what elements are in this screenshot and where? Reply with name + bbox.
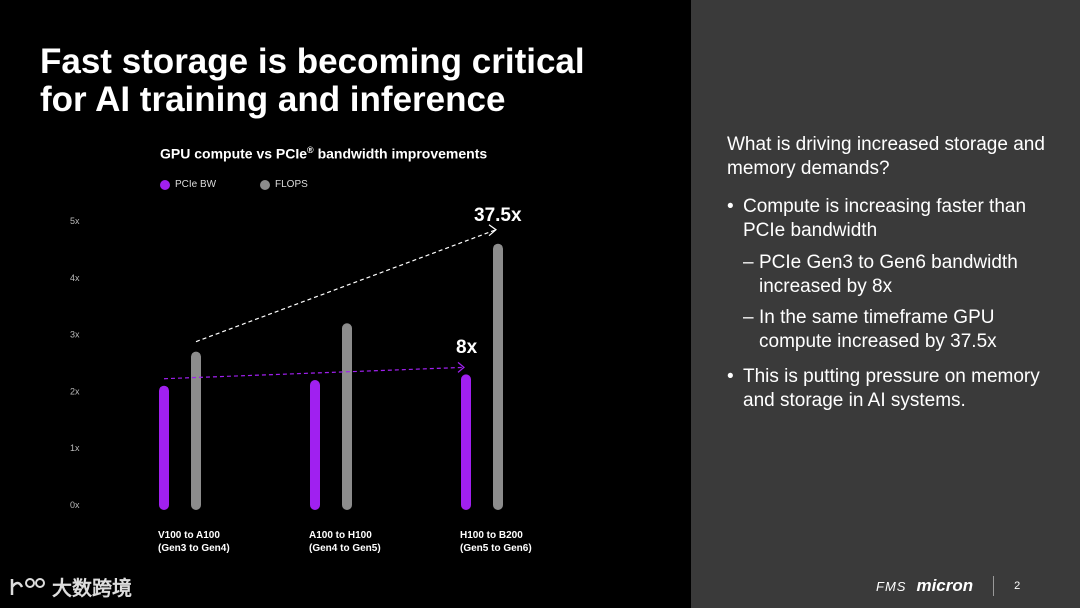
flops-arrow-head xyxy=(488,224,497,237)
x-tick-label-sub: (Gen5 to Gen6) xyxy=(460,543,532,554)
chart-legend: PCIe BW FLOPS xyxy=(160,179,360,190)
bullet-item: • Compute is increasing faster than PCIe… xyxy=(727,195,1057,243)
brand-text: 大数跨境 xyxy=(52,578,132,600)
footer-brand: 大数跨境 xyxy=(8,572,132,601)
y-tick-label: 0x xyxy=(70,500,80,510)
chart-title-sup: ® xyxy=(307,145,314,155)
micron-logo: micron xyxy=(916,576,974,595)
bar-chart: 0x 1x 2x 3x 4x 5x V100 to A100 (Gen3 to Gen4) A1… xyxy=(70,205,532,554)
legend-item-pcie: PCIe BW xyxy=(160,179,260,190)
bullet-text: Compute is increasing faster than PCIe b… xyxy=(743,196,1027,241)
chart-title-main: GPU compute vs PCIe xyxy=(160,145,308,162)
bullet-mark: • xyxy=(727,196,734,217)
bullet-item: • This is putting pressure on memory and… xyxy=(727,365,1057,413)
y-tick-label: 1x xyxy=(70,443,80,453)
footer-divider xyxy=(993,576,995,596)
legend-label-pcie: PCIe BW xyxy=(175,179,217,190)
bar-flops xyxy=(342,323,352,510)
legend-dot-pcie xyxy=(160,179,170,190)
sub-bullet-mark: – xyxy=(743,252,754,273)
x-tick-label: H100 to B200 xyxy=(460,530,523,541)
slide-title-line1: Fast storage is becoming critical xyxy=(40,42,585,81)
sub-bullet-mark: – xyxy=(743,307,754,328)
fms-logo: FMS xyxy=(876,578,907,594)
page-number: 2 xyxy=(1014,580,1021,592)
slide-title: Fast storage is becoming critical for AI… xyxy=(40,43,680,119)
sidebar-question: What is driving increased storage and me… xyxy=(727,134,1045,179)
bullet-text: This is putting pressure on memory and s… xyxy=(743,366,1040,411)
flops-trend-line xyxy=(195,229,497,343)
legend-item-flops: FLOPS xyxy=(260,179,360,190)
sub-bullet-item: – PCIe Gen3 to Gen6 bandwidth increased … xyxy=(743,251,1057,299)
x-tick-label-sub: (Gen3 to Gen4) xyxy=(158,543,230,554)
x-tick-label: V100 to A100 xyxy=(158,530,220,541)
right-panel xyxy=(691,0,1080,608)
chart-title-tail: bandwidth improvements xyxy=(313,145,488,162)
y-tick-label: 4x xyxy=(70,273,80,283)
chart-title: GPU compute vs PCIe® bandwidth improveme… xyxy=(160,145,487,162)
y-tick-label: 3x xyxy=(70,330,80,340)
bar-pcie xyxy=(310,380,320,510)
footer-logos: FMS micron 2 xyxy=(876,576,1020,596)
flops-growth-label: 37.5x xyxy=(474,205,522,226)
bar-flops xyxy=(493,243,503,510)
pcie-arrow-head xyxy=(457,361,465,373)
bar-pcie xyxy=(461,374,471,510)
x-tick-label-sub: (Gen4 to Gen5) xyxy=(309,543,381,554)
x-tick-label: A100 to H100 xyxy=(309,530,372,541)
slide-title-line2: for AI training and inference xyxy=(40,80,506,119)
pcie-trend-line xyxy=(163,366,465,380)
y-tick-label: 2x xyxy=(70,386,80,396)
brand-logo-icon xyxy=(10,577,45,595)
sub-bullet-text: PCIe Gen3 to Gen6 bandwidth increased by… xyxy=(759,252,1018,297)
bar-flops xyxy=(191,351,201,510)
legend-label-flops: FLOPS xyxy=(275,179,308,190)
pcie-growth-label: 8x xyxy=(456,337,478,358)
bullet-mark: • xyxy=(727,366,734,387)
y-tick-label: 5x xyxy=(70,216,80,226)
sidebar-bullets: • Compute is increasing faster than PCIe… xyxy=(727,195,1057,421)
sub-bullet-item: – In the same timeframe GPU compute incr… xyxy=(743,306,1057,354)
sub-bullet-text: In the same timeframe GPU compute increa… xyxy=(759,307,997,352)
legend-dot-flops xyxy=(260,179,270,190)
bar-pcie xyxy=(159,385,169,510)
